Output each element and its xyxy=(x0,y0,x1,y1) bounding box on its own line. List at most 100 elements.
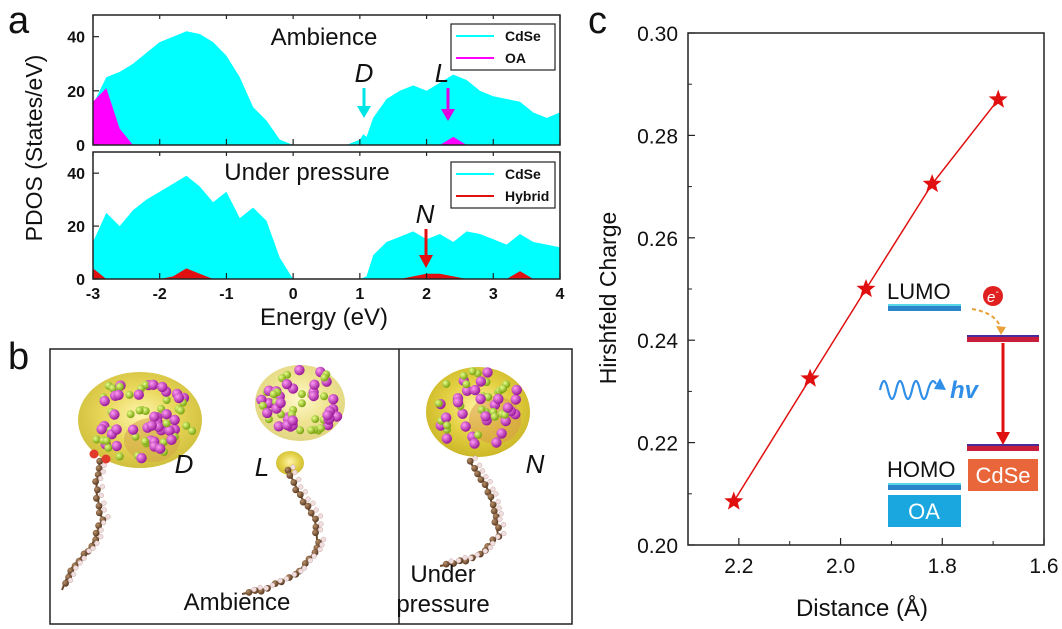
pdos-pressure-legend: CdSe Hybrid xyxy=(450,161,556,209)
h-atom xyxy=(483,473,489,480)
molecule-l-chain xyxy=(241,464,327,596)
h-atom xyxy=(307,557,313,564)
legend-box xyxy=(450,161,556,209)
pdos-xlabel: Energy (eV) xyxy=(260,304,388,331)
se-atom xyxy=(125,390,134,399)
se-atom xyxy=(182,421,191,430)
cd-atom xyxy=(457,408,468,419)
molecule-l-atoms xyxy=(256,364,343,435)
cd-atom xyxy=(166,434,177,445)
c-atom xyxy=(312,529,319,537)
h-atom xyxy=(283,576,290,582)
c-atom xyxy=(489,501,497,509)
pdos-pressure-title: Under pressure xyxy=(224,159,389,186)
se-atom xyxy=(320,373,329,382)
h-atom xyxy=(100,468,106,475)
legend-cdse-label: CdSe xyxy=(505,166,541,182)
h-atom xyxy=(291,571,297,578)
h-atom xyxy=(487,478,493,485)
se-atom xyxy=(474,430,482,439)
energy-level-inset: LUMO e- hv HOMO CdSe OA xyxy=(878,279,1039,527)
ytick-label: 40 xyxy=(67,166,85,183)
h-atom xyxy=(448,558,454,564)
c-atom xyxy=(299,498,307,506)
se-atom xyxy=(434,399,443,408)
c-atom xyxy=(471,464,478,472)
photon-wave-icon xyxy=(878,379,937,401)
cd-atom xyxy=(111,424,122,435)
cd-atom xyxy=(328,394,339,405)
xtick-label: 1.6 xyxy=(1029,555,1058,578)
h-atom xyxy=(101,462,107,469)
h-atom xyxy=(313,507,319,513)
h-atom xyxy=(292,469,298,476)
cd-atom xyxy=(461,385,473,396)
h-atom xyxy=(495,534,501,540)
h-atom xyxy=(263,585,269,591)
h-atom xyxy=(302,489,308,495)
cd-atom xyxy=(475,393,486,405)
se-atom xyxy=(92,435,101,444)
cd-atom xyxy=(96,424,107,435)
hirshfeld-series xyxy=(724,89,1008,510)
panel-b-frame xyxy=(49,348,573,625)
h-atom xyxy=(498,511,504,517)
c-atom xyxy=(487,493,495,501)
h-atom xyxy=(105,514,111,520)
cdse-cb-level-line xyxy=(967,335,1039,337)
panel-letter-b: b xyxy=(8,336,30,378)
c-atom xyxy=(307,509,315,517)
panel-b: D L N Ambience Under pressure xyxy=(49,348,573,625)
pdos-ambience-legend: CdSe OA xyxy=(450,23,556,71)
hv-label: hv xyxy=(950,377,980,404)
se-atom xyxy=(115,452,124,461)
c-atom xyxy=(62,579,69,587)
c-atom xyxy=(95,465,103,472)
ytick-label: 0 xyxy=(76,138,85,155)
cd-atom xyxy=(480,411,491,422)
cd-atom xyxy=(469,384,481,396)
h-atom xyxy=(495,499,501,505)
se-atom xyxy=(297,399,306,408)
cd-atom xyxy=(440,412,452,423)
h-atom xyxy=(97,475,104,482)
h-atom xyxy=(290,464,296,470)
ytick-label: 0 xyxy=(76,272,85,289)
se-atom xyxy=(311,415,320,424)
c-atom xyxy=(96,457,104,465)
pdos-pressure-plot: 0 20 40 -3 -2 -1 0 1 2 3 4 Under pressure CdSe Hyb… xyxy=(67,151,565,303)
c-atom xyxy=(95,522,102,530)
se-atom xyxy=(296,426,305,435)
cd-atom xyxy=(441,433,452,444)
oa-box-label: OA xyxy=(908,499,940,524)
se-atom xyxy=(500,410,509,419)
se-atom xyxy=(459,371,468,380)
homo-level-highlight xyxy=(888,483,961,485)
h-atom xyxy=(305,496,311,502)
se-atom xyxy=(162,396,171,404)
se-atom xyxy=(320,392,329,401)
se-atom xyxy=(468,367,477,376)
c-atom xyxy=(94,486,101,494)
cdse-box-label: CdSe xyxy=(975,463,1030,488)
se-atom xyxy=(307,426,316,435)
cd-atom xyxy=(149,411,160,422)
hirshfeld-ticks: 0.20 0.22 0.24 0.26 0.28 0.30 2.2 2.0 1.8 1.6 xyxy=(637,23,1058,578)
c-atom xyxy=(286,472,294,479)
c-atom xyxy=(95,502,103,510)
cd-atom xyxy=(308,390,319,402)
xtick-label: 1 xyxy=(355,286,364,303)
c-atom xyxy=(290,479,298,486)
hirshfeld-point xyxy=(988,89,1008,108)
hirshfeld-point xyxy=(922,174,942,193)
c-atom xyxy=(477,476,485,483)
h-atom xyxy=(77,560,83,566)
panel-letter-a: a xyxy=(8,0,30,42)
se-atom xyxy=(443,421,451,430)
cd-atom xyxy=(275,397,286,409)
se-atom xyxy=(442,379,451,388)
xtick-label: -2 xyxy=(153,286,167,303)
electron-transfer-arrowhead-icon xyxy=(996,326,1006,335)
